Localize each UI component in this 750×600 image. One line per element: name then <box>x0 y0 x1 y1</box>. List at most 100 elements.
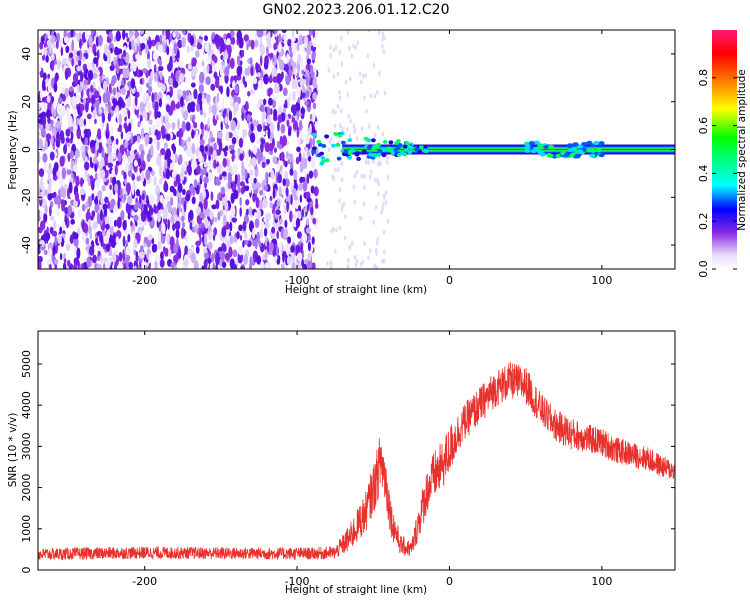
heatmap-cell <box>271 226 276 234</box>
heatmap-cell <box>222 157 227 168</box>
heatmap-cell <box>42 115 47 127</box>
heatmap-cell <box>361 149 367 154</box>
heatmap-cell <box>221 261 227 269</box>
heatmap-cell <box>361 73 365 79</box>
spectrogram-x-tick-label: -100 <box>285 274 310 287</box>
heatmap-cell <box>285 75 291 86</box>
heatmap-cell <box>47 101 53 111</box>
heatmap-cell <box>273 147 278 153</box>
heatmap-cell <box>258 199 264 210</box>
heatmap-cell <box>88 225 93 235</box>
heatmap-cell <box>203 176 209 184</box>
heatmap-cell <box>106 137 112 146</box>
heatmap-cell <box>258 79 263 89</box>
heatmap-cell <box>365 140 368 146</box>
heatmap-cell <box>223 237 227 245</box>
heatmap-cell <box>214 79 220 89</box>
heatmap-cell <box>201 265 206 269</box>
heatmap-cell <box>256 123 263 133</box>
heatmap-cell <box>259 44 266 56</box>
heatmap-cell <box>162 246 166 254</box>
heatmap-cell <box>199 139 205 145</box>
spectrogram-x-tick-label: -200 <box>132 274 157 287</box>
heatmap-cell <box>384 190 388 196</box>
heatmap-cell <box>348 133 352 139</box>
heatmap-cell <box>111 252 117 263</box>
heatmap-cell <box>314 120 318 131</box>
heatmap-cell <box>179 96 184 107</box>
heatmap-cell <box>264 142 270 153</box>
heatmap-cell <box>108 83 112 93</box>
heatmap-cell <box>42 72 47 81</box>
heatmap-cell <box>98 233 102 242</box>
heatmap-cell <box>348 45 351 51</box>
heatmap-cell <box>378 70 381 76</box>
heatmap-cell <box>333 131 339 136</box>
heatmap-cell <box>292 106 297 117</box>
heatmap-cell <box>376 152 382 157</box>
heatmap-cell <box>231 206 236 217</box>
heatmap-cell <box>363 95 366 101</box>
heatmap-cell <box>51 103 54 116</box>
heatmap-cell <box>381 31 385 37</box>
heatmap-cell <box>106 243 111 252</box>
heatmap-cell <box>91 30 95 36</box>
spectrogram-y-tick-label: 20 <box>20 95 33 109</box>
heatmap-cell <box>53 162 59 172</box>
heatmap-cell <box>185 121 191 132</box>
heatmap-cell <box>319 161 325 166</box>
heatmap-cell <box>243 239 249 245</box>
heatmap-cell <box>298 183 304 191</box>
heatmap-cell <box>329 44 332 50</box>
heatmap-cell <box>52 246 56 256</box>
heatmap-cell <box>376 124 380 130</box>
heatmap-cell <box>140 42 146 50</box>
heatmap-cell <box>301 232 308 244</box>
heatmap-cell <box>223 150 228 157</box>
heatmap-cell <box>356 40 359 46</box>
heatmap-cell <box>98 34 103 47</box>
snr-x-tick-label: -100 <box>285 575 310 588</box>
heatmap-cell <box>56 103 61 115</box>
heatmap-cell <box>259 189 264 196</box>
heatmap-cell <box>92 57 99 65</box>
heatmap-cell <box>305 227 312 234</box>
heatmap-cell <box>38 255 43 263</box>
heatmap-cell <box>150 125 156 135</box>
heatmap-cell <box>129 162 134 171</box>
heatmap-cell <box>133 31 140 38</box>
heatmap-cell <box>156 212 161 223</box>
spectrogram-y-tick-label: -20 <box>20 188 33 206</box>
heatmap-cell <box>259 228 263 239</box>
colorbar-tick-label: 0.0 <box>697 260 710 278</box>
heatmap-cell <box>217 211 221 221</box>
heatmap-cell <box>138 251 145 259</box>
heatmap-cell <box>284 178 290 188</box>
heatmap-cell <box>53 230 58 237</box>
heatmap-cell <box>227 63 231 70</box>
heatmap-cell <box>307 127 312 136</box>
heatmap-cell <box>231 217 238 223</box>
heatmap-cell <box>59 226 63 234</box>
heatmap-cell <box>337 133 343 138</box>
heatmap-cell <box>128 261 133 269</box>
heatmap-cell <box>170 262 175 269</box>
snr-x-tick-label: 0 <box>446 575 453 588</box>
heatmap-cell <box>179 191 182 203</box>
heatmap-cell <box>181 215 185 222</box>
heatmap-cell <box>291 261 296 269</box>
heatmap-cell <box>148 234 153 241</box>
heatmap-cell <box>278 59 285 71</box>
heatmap-cell <box>310 185 315 194</box>
heatmap-cell <box>254 39 259 48</box>
heatmap-cell <box>267 97 273 106</box>
heatmap-cell <box>144 112 148 122</box>
heatmap-cell <box>108 235 114 244</box>
heatmap-cell <box>131 184 135 196</box>
heatmap-cell <box>117 96 123 108</box>
heatmap-cell <box>181 120 186 133</box>
heatmap-cell <box>346 92 349 98</box>
heatmap-cell <box>275 209 281 215</box>
heatmap-cell <box>344 79 348 85</box>
heatmap-cell <box>191 142 195 155</box>
